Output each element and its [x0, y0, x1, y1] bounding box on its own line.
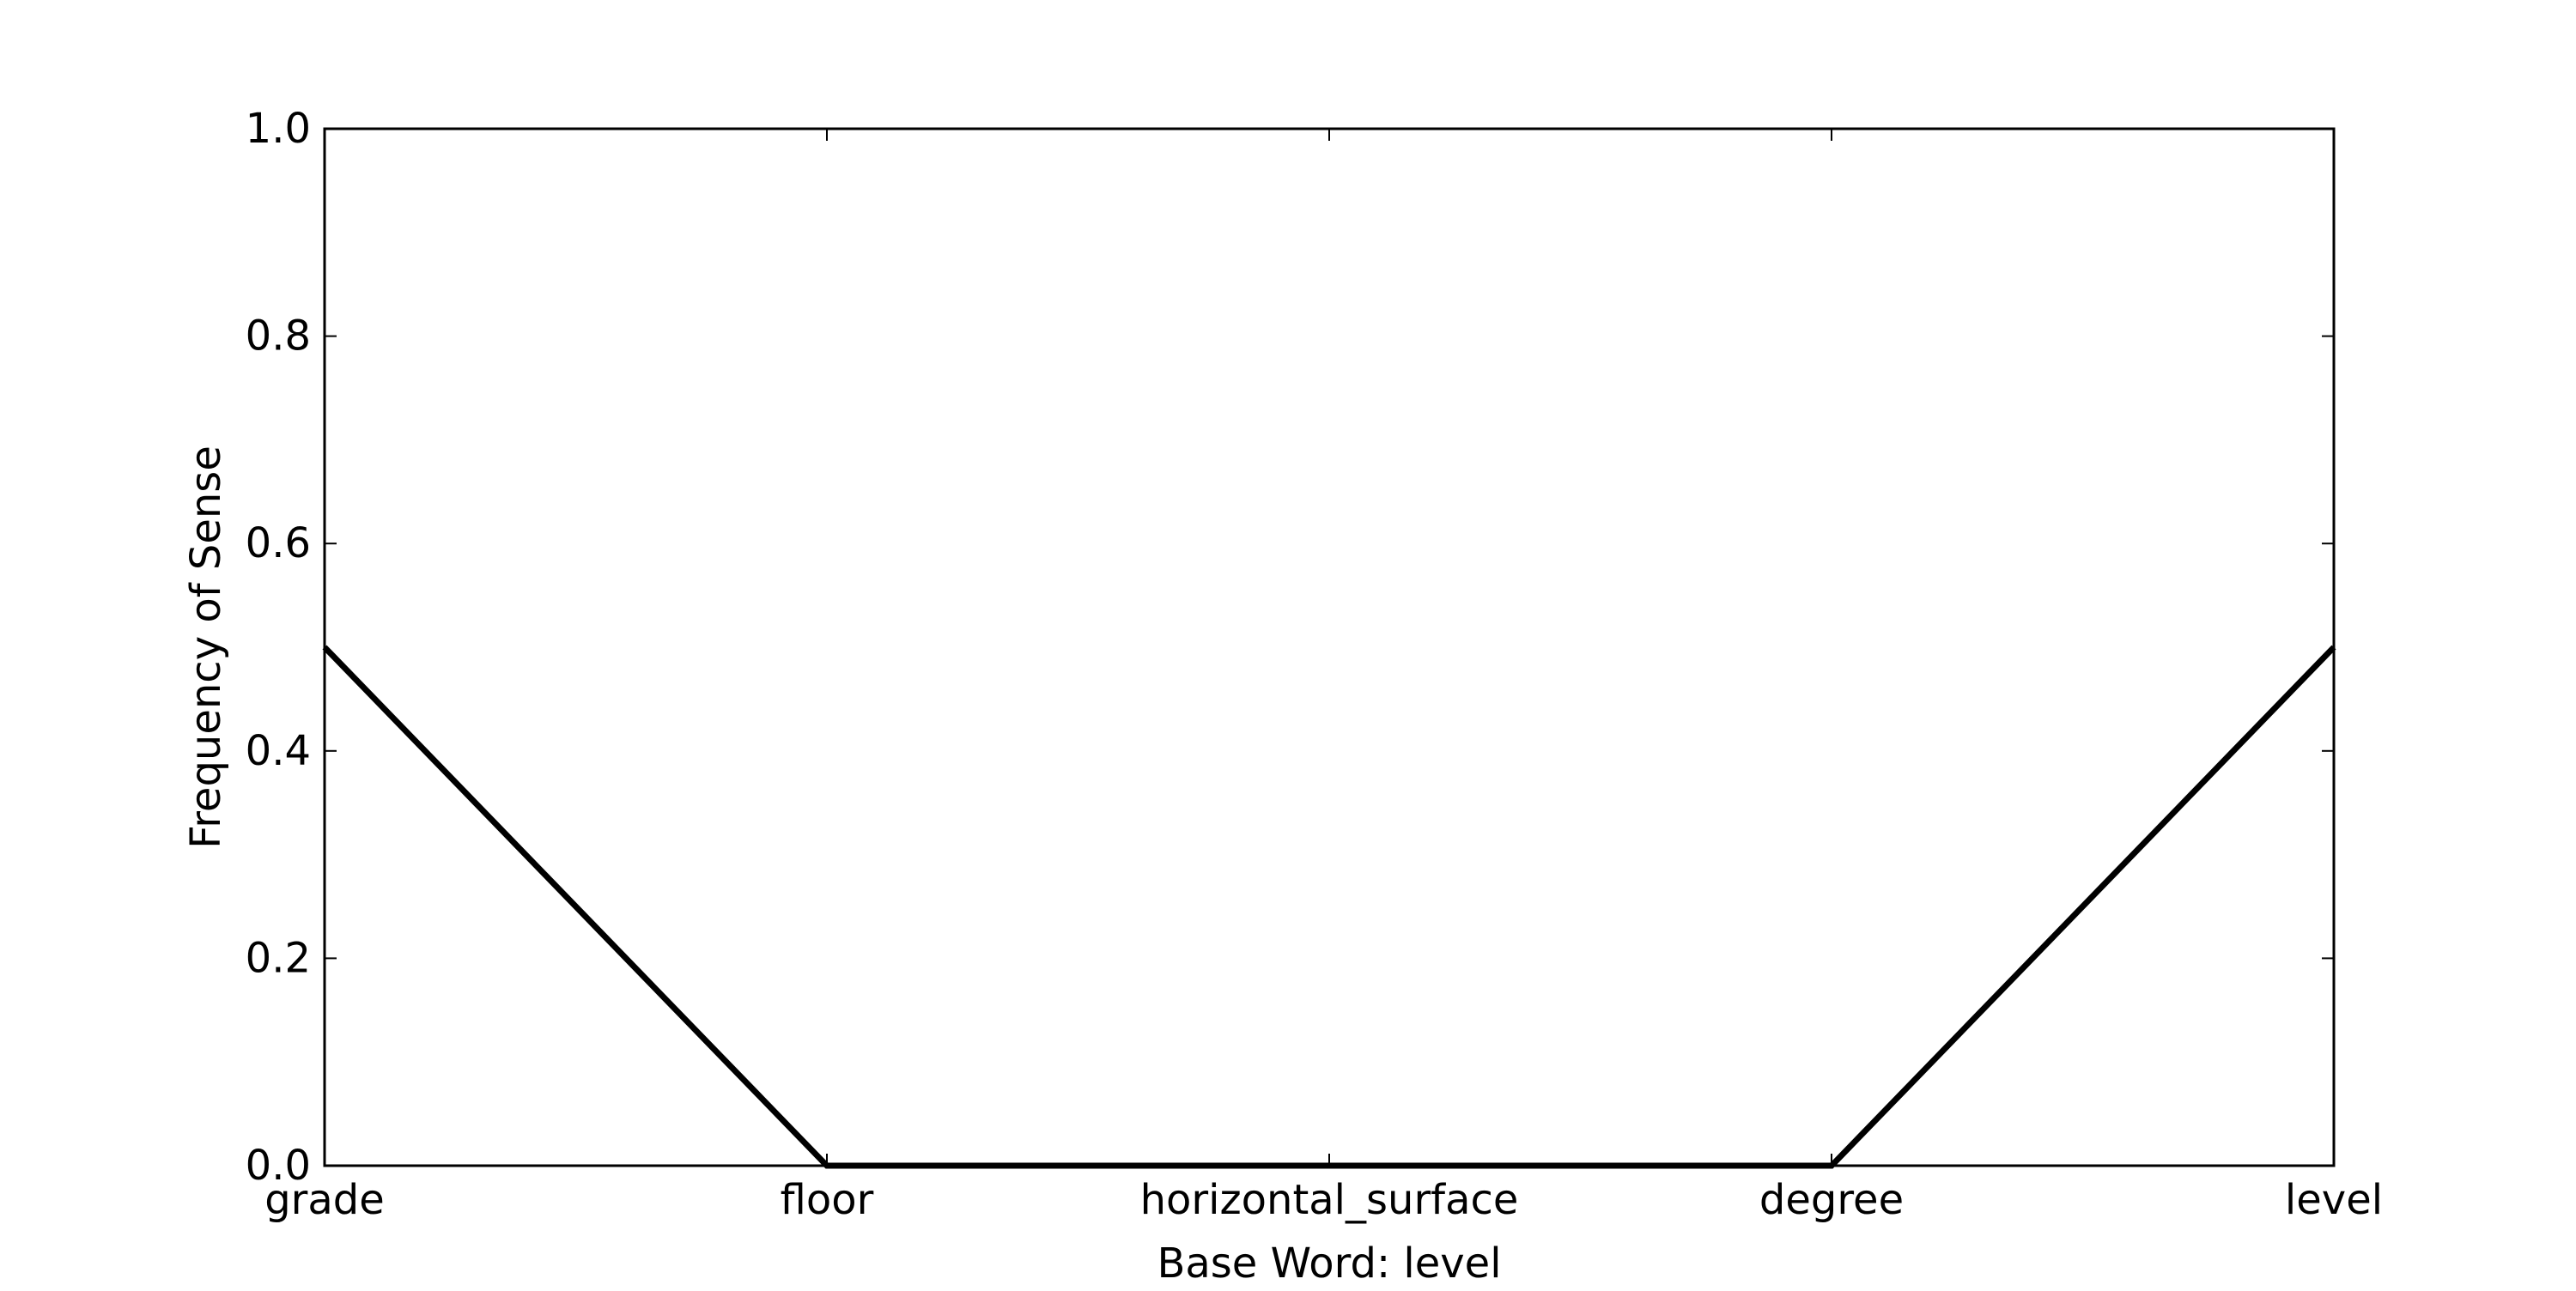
- y-tick-label: 0.2: [246, 934, 311, 982]
- y-tick-label: 0.6: [246, 519, 311, 567]
- x-tick-labels: grade floor horizontal_surface degree level: [264, 1176, 2383, 1224]
- y-tick-label: 0.8: [246, 312, 311, 361]
- y-tick-label: 1.0: [246, 105, 311, 153]
- x-tick-label: degree: [1759, 1176, 1904, 1224]
- y-tick-label: 0.4: [246, 727, 311, 775]
- y-axis-label: Frequency of Sense: [182, 445, 230, 849]
- x-axis-label: Base Word: level: [1157, 1239, 1501, 1288]
- tick-marks: [324, 128, 2335, 1167]
- x-tick-label: grade: [264, 1176, 385, 1224]
- x-tick-label: horizontal_surface: [1140, 1176, 1519, 1224]
- y-tick-label: 0.0: [246, 1142, 311, 1190]
- y-tick-labels: 0.0 0.2 0.4 0.6 0.8 1.0: [246, 105, 311, 1190]
- x-tick-label: floor: [781, 1176, 874, 1224]
- x-tick-label: level: [2285, 1176, 2383, 1224]
- series-layer: [322, 645, 2336, 1169]
- plot-frame: [323, 127, 2336, 1167]
- series-line: [322, 645, 2336, 1169]
